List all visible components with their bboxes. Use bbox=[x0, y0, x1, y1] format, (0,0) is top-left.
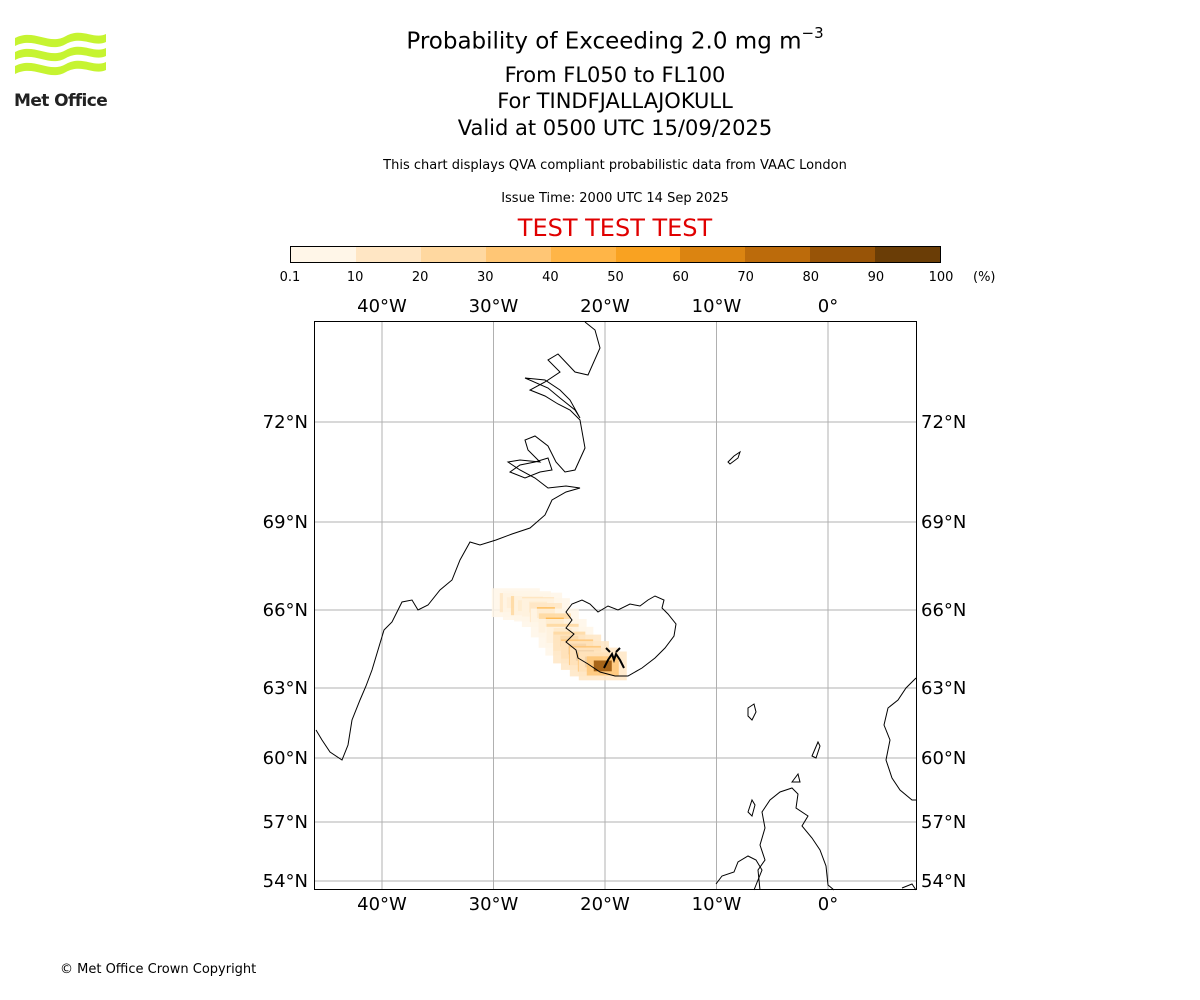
logo-text: Met Office bbox=[14, 91, 108, 111]
greenland-fjord-2 bbox=[508, 457, 553, 479]
colorbar-segment bbox=[355, 247, 421, 262]
chart-title: Probability of Exceeding 2.0 mg m−3 bbox=[0, 24, 1200, 55]
colorbar-tick-label: 0.1 bbox=[279, 270, 301, 285]
axis-tick-label: 72°N bbox=[921, 412, 966, 433]
colorbar-tick-label: 20 bbox=[411, 270, 429, 285]
axis-tick-label: 40°W bbox=[357, 894, 407, 915]
faroe-islands bbox=[747, 703, 757, 721]
volcano-name: For TINDFJALLAJOKULL bbox=[497, 89, 733, 113]
axis-tick-label: 0° bbox=[818, 296, 838, 317]
colorbar-tick-label: 70 bbox=[737, 270, 754, 285]
axis-tick-label: 0° bbox=[818, 894, 838, 915]
axis-tick-label: 57°N bbox=[263, 812, 308, 833]
colorbar-segment bbox=[615, 247, 681, 262]
volcano-icon bbox=[603, 647, 625, 669]
orkney-coast bbox=[791, 772, 801, 783]
norway-coast bbox=[883, 677, 917, 801]
flight-level-range: From FL050 to FL100 bbox=[504, 63, 726, 87]
colorbar-segment bbox=[680, 247, 746, 262]
axis-tick-label: 54°N bbox=[263, 871, 308, 892]
colorbar-segment bbox=[420, 247, 486, 262]
axis-tick-label: 30°W bbox=[469, 296, 519, 317]
plume-cell bbox=[593, 660, 612, 672]
axis-tick-label: 69°N bbox=[921, 512, 966, 533]
axis-tick-label: 10°W bbox=[692, 894, 742, 915]
iceland-coast bbox=[565, 595, 677, 677]
axis-tick-label: 72°N bbox=[263, 412, 308, 433]
map-frame bbox=[314, 321, 917, 890]
axis-labels: 40°W 40°W 30°W 30°W 20°W 20°W 10°W 10°W 0° 0° 72°N… bbox=[263, 296, 967, 915]
chart-description: This chart displays QVA compliant probab… bbox=[383, 158, 847, 173]
axis-tick-label: 54°N bbox=[921, 871, 966, 892]
colorbar-segment bbox=[485, 247, 551, 262]
axis-tick-label: 60°N bbox=[263, 748, 308, 769]
met-office-logo: Met Office bbox=[14, 30, 108, 112]
colorbar-segment bbox=[291, 247, 356, 262]
greenland-fjord-1 bbox=[524, 377, 581, 419]
axis-tick-label: 69°N bbox=[263, 512, 308, 533]
axis-tick-label: 60°N bbox=[921, 748, 966, 769]
colorbar-tick-label: 100 bbox=[928, 270, 954, 285]
colorbar-segment bbox=[875, 247, 941, 262]
colorbar-tick-label: 60 bbox=[672, 270, 689, 285]
hebrides-coast bbox=[747, 798, 756, 817]
jan-mayen-coast bbox=[727, 450, 741, 465]
denmark-coast bbox=[901, 883, 917, 891]
colorbar-tick-label: 50 bbox=[607, 270, 624, 285]
colorbar-tick-label: 30 bbox=[477, 270, 494, 285]
valid-time: Valid at 0500 UTC 15/09/2025 bbox=[457, 116, 773, 140]
axis-tick-label: 66°N bbox=[263, 600, 308, 621]
title-exponent: −3 bbox=[801, 24, 824, 42]
met-office-waves-icon bbox=[15, 32, 106, 76]
ash-plume bbox=[491, 588, 627, 681]
axis-tick-label: 57°N bbox=[921, 812, 966, 833]
test-banner: TEST TEST TEST bbox=[517, 214, 713, 242]
axis-tick-label: 10°W bbox=[692, 296, 742, 317]
shetland-coast bbox=[811, 740, 821, 759]
colorbar-segment bbox=[550, 247, 616, 262]
axis-tick-label: 30°W bbox=[469, 894, 519, 915]
title-text: Probability of Exceeding 2.0 mg m bbox=[406, 28, 802, 55]
issue-time: Issue Time: 2000 UTC 14 Sep 2025 bbox=[501, 191, 729, 206]
axis-tick-label: 63°N bbox=[263, 678, 308, 699]
greenland-coast bbox=[315, 321, 601, 761]
colorbar-segment bbox=[810, 247, 876, 262]
colorbar-tick-label: 80 bbox=[802, 270, 820, 285]
map-gridlines bbox=[315, 322, 916, 889]
axis-tick-label: 20°W bbox=[580, 296, 630, 317]
colorbar-unit: (%) bbox=[973, 270, 996, 285]
colorbar-tick-label: 40 bbox=[542, 270, 559, 285]
scotland-coast bbox=[757, 787, 835, 891]
axis-tick-label: 63°N bbox=[921, 678, 966, 699]
probability-colorbar bbox=[290, 246, 941, 263]
colorbar-segment bbox=[745, 247, 811, 262]
axis-tick-label: 20°W bbox=[580, 894, 630, 915]
axis-tick-label: 66°N bbox=[921, 600, 966, 621]
copyright-notice: © Met Office Crown Copyright bbox=[60, 962, 257, 977]
colorbar-tick-label: 10 bbox=[346, 270, 364, 285]
ireland-coast bbox=[715, 855, 763, 891]
colorbar-tick-label: 90 bbox=[867, 270, 885, 285]
axis-tick-label: 40°W bbox=[357, 296, 407, 317]
coastlines bbox=[315, 321, 917, 891]
